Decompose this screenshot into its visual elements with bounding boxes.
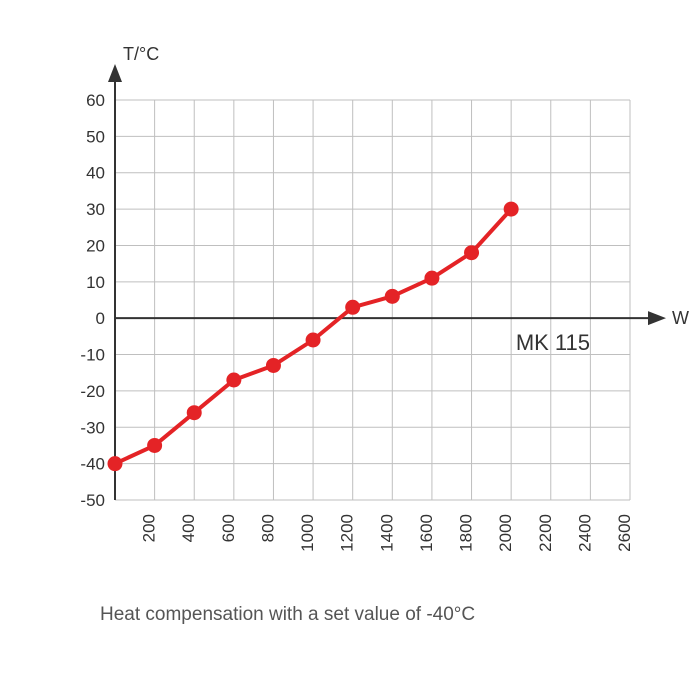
x-tick-label: 1600 xyxy=(417,514,436,552)
y-tick-label: 10 xyxy=(86,273,105,292)
x-tick-label: 1200 xyxy=(338,514,357,552)
x-tick-label: 1800 xyxy=(457,514,476,552)
y-axis-arrow xyxy=(108,64,122,82)
series-label: MK 115 xyxy=(516,330,590,355)
data-point xyxy=(424,271,439,286)
data-point xyxy=(147,438,162,453)
data-point xyxy=(187,405,202,420)
data-point xyxy=(306,333,321,348)
x-tick-label: 2200 xyxy=(536,514,555,552)
y-tick-label: 50 xyxy=(86,127,105,146)
x-tick-label: 1000 xyxy=(298,514,317,552)
y-tick-label: -10 xyxy=(80,346,105,365)
x-tick-label: 400 xyxy=(179,514,198,542)
x-axis-arrow xyxy=(648,311,666,325)
y-tick-label: 0 xyxy=(96,309,105,328)
data-point xyxy=(385,289,400,304)
y-tick-label: 20 xyxy=(86,236,105,255)
data-point xyxy=(504,202,519,217)
data-point xyxy=(464,245,479,260)
x-tick-label: 200 xyxy=(140,514,159,542)
data-point xyxy=(108,456,123,471)
x-tick-label: 1400 xyxy=(377,514,396,552)
x-tick-label: 600 xyxy=(219,514,238,542)
x-tick-label: 2000 xyxy=(496,514,515,552)
y-tick-label: -50 xyxy=(80,491,105,510)
x-tick-label: 800 xyxy=(258,514,277,542)
y-tick-label: 40 xyxy=(86,164,105,183)
data-point xyxy=(226,373,241,388)
data-point xyxy=(266,358,281,373)
y-tick-label: 60 xyxy=(86,91,105,110)
x-tick-label: 2400 xyxy=(575,514,594,552)
data-point xyxy=(345,300,360,315)
heat-compensation-chart: -50 -40 -30 -20 -10 0 10 20 30 40 50 60 200 400 600 800… xyxy=(0,0,700,700)
y-tick-label: -20 xyxy=(80,382,105,401)
y-axis-title: T/°C xyxy=(123,44,159,64)
y-tick-label: -40 xyxy=(80,455,105,474)
x-tick-label: 2600 xyxy=(615,514,634,552)
y-tick-label: 30 xyxy=(86,200,105,219)
x-axis-title: W xyxy=(672,308,689,328)
y-tick-label: -30 xyxy=(80,418,105,437)
chart-caption: Heat compensation with a set value of -4… xyxy=(100,604,475,625)
